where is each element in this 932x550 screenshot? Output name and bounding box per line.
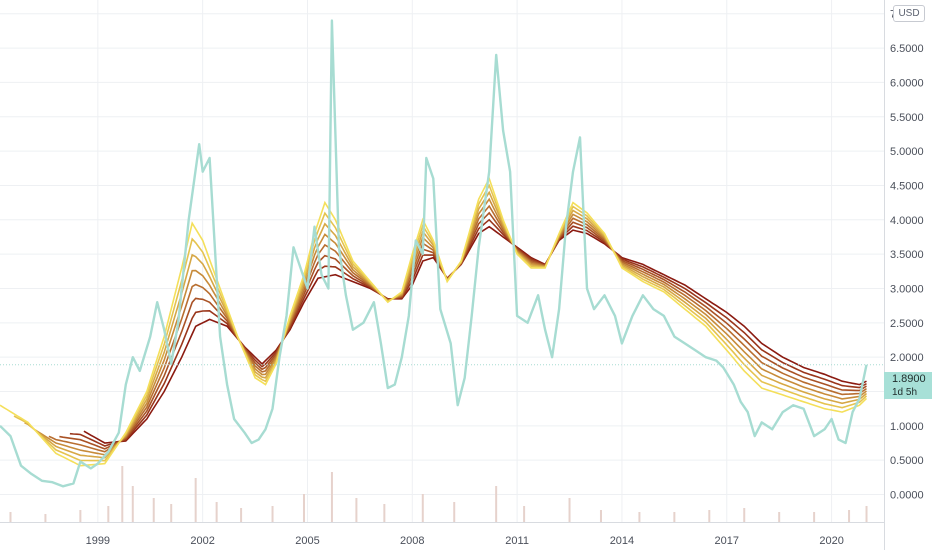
- volume-bar: [240, 508, 243, 522]
- volume-bar: [355, 498, 358, 522]
- x-axis[interactable]: 1999 2002 2005 2008 2011 2014 2017 2020: [86, 535, 844, 547]
- y-tick-label: 2.0000: [890, 352, 924, 364]
- volume-bar: [708, 510, 711, 522]
- volume-bar: [271, 506, 274, 522]
- volume-bar: [813, 512, 816, 522]
- x-tick-label: 1999: [86, 535, 110, 547]
- volume-bar: [302, 494, 305, 522]
- volume-bar: [568, 498, 571, 522]
- volume-bar: [495, 486, 498, 522]
- volume-bar: [44, 514, 47, 522]
- y-tick-label: 3.5000: [890, 249, 924, 261]
- ribbon-line: [34, 197, 867, 456]
- volume-bar: [121, 466, 124, 522]
- ribbon-line: [0, 176, 868, 467]
- volume-bar: [453, 502, 456, 522]
- volume-bar: [131, 486, 134, 522]
- volume-bar: [383, 504, 386, 522]
- y-tick-label: 6.5000: [890, 43, 924, 55]
- y-tick-label: 5.0000: [890, 146, 924, 158]
- volume-bar: [638, 512, 641, 522]
- y-tick-label: 4.0000: [890, 215, 924, 227]
- moving-average-ribbon: [0, 176, 868, 467]
- volume-bars: [9, 466, 868, 522]
- volume-bar: [194, 478, 197, 522]
- price-line: [0, 19, 868, 488]
- y-tick-label: 6.0000: [890, 77, 924, 89]
- x-tick-label: 2014: [610, 535, 634, 547]
- volume-bar: [778, 512, 781, 522]
- volume-bar: [9, 512, 12, 522]
- x-tick-label: 2011: [505, 535, 529, 547]
- ribbon-line: [83, 225, 867, 444]
- x-tick-label: 2008: [400, 535, 424, 547]
- y-tick-label: 5.5000: [890, 112, 924, 124]
- volume-bar: [848, 510, 851, 522]
- y-tick-label: 1.0000: [890, 421, 924, 433]
- volume-bar: [865, 506, 868, 522]
- volume-bar: [743, 508, 746, 522]
- bar-countdown-label: 1d 5h: [884, 386, 932, 399]
- chart-grid: [0, 0, 885, 550]
- price-series: [0, 19, 868, 488]
- volume-bar: [523, 506, 526, 522]
- ribbon-line: [69, 218, 867, 447]
- volume-bar: [107, 506, 110, 522]
- x-tick-label: 2020: [819, 535, 843, 547]
- volume-bar: [421, 494, 424, 522]
- x-tick-label: 2017: [715, 535, 739, 547]
- x-tick-label: 2002: [190, 535, 214, 547]
- y-axis[interactable]: 7.00006.50006.00005.50005.00004.50004.00…: [890, 9, 924, 502]
- y-tick-label: 0.5000: [890, 455, 924, 467]
- y-tick-label: 3.0000: [890, 283, 924, 295]
- y-tick-label: 2.5000: [890, 318, 924, 330]
- y-tick-label: 0.0000: [890, 490, 924, 502]
- volume-bar: [215, 502, 218, 522]
- volume-bar: [599, 510, 602, 522]
- ribbon-line: [59, 211, 867, 450]
- volume-bar: [152, 498, 155, 522]
- currency-badge[interactable]: USD: [893, 5, 925, 22]
- x-tick-label: 2005: [295, 535, 319, 547]
- volume-bar: [79, 510, 82, 522]
- volume-bar: [673, 512, 676, 522]
- volume-bar: [170, 504, 173, 522]
- y-tick-label: 4.5000: [890, 180, 924, 192]
- volume-bar: [330, 472, 333, 522]
- last-price-label: 1.8900: [884, 372, 932, 386]
